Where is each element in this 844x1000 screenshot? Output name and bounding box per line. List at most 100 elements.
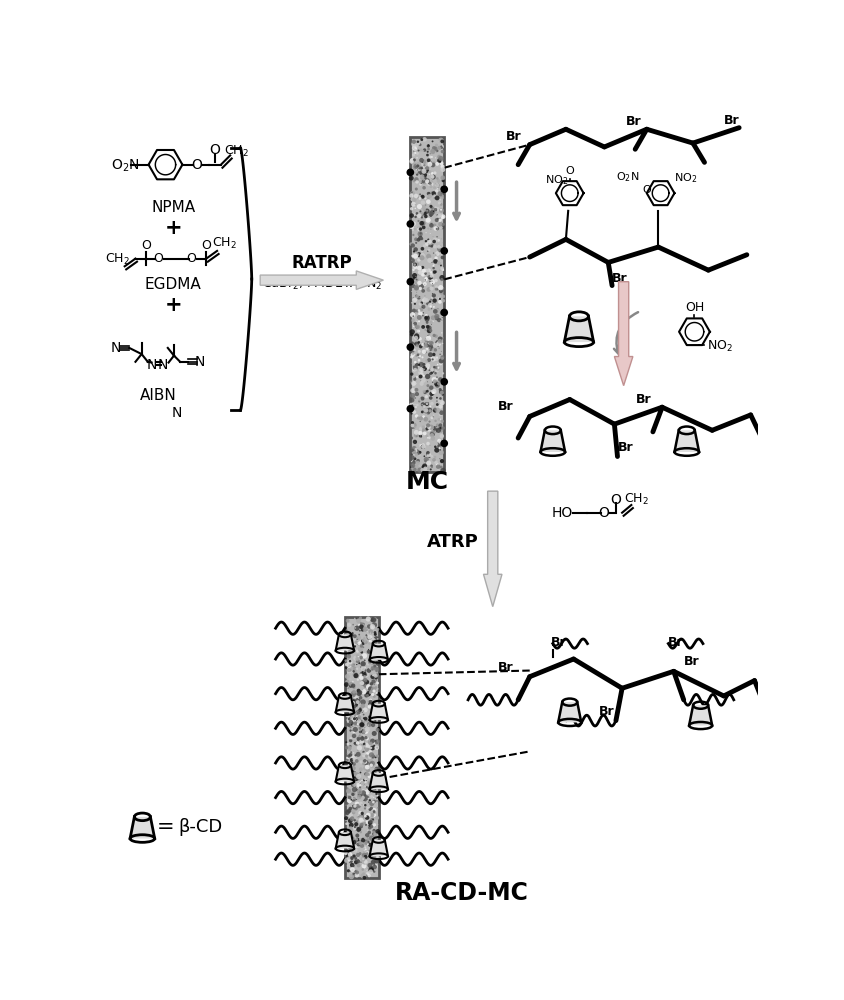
Circle shape	[360, 738, 362, 740]
Circle shape	[410, 353, 414, 357]
Circle shape	[373, 636, 378, 641]
Circle shape	[364, 640, 367, 644]
Circle shape	[409, 258, 414, 263]
Circle shape	[354, 770, 355, 772]
Circle shape	[360, 680, 365, 686]
Circle shape	[416, 252, 421, 257]
Circle shape	[372, 689, 375, 693]
Circle shape	[428, 344, 433, 349]
Circle shape	[426, 437, 428, 439]
Circle shape	[358, 839, 360, 841]
Text: CH$_2$: CH$_2$	[105, 252, 129, 267]
Circle shape	[414, 342, 419, 346]
Circle shape	[353, 717, 355, 720]
Circle shape	[420, 167, 422, 169]
Circle shape	[421, 289, 425, 293]
Circle shape	[362, 822, 364, 824]
Circle shape	[353, 838, 354, 839]
Circle shape	[346, 668, 351, 672]
Polygon shape	[260, 271, 383, 289]
Circle shape	[412, 450, 416, 454]
Circle shape	[349, 640, 353, 644]
Text: OH: OH	[684, 301, 703, 314]
Circle shape	[434, 288, 437, 291]
Circle shape	[413, 247, 418, 252]
Text: NO$_2$: NO$_2$	[673, 172, 696, 185]
Circle shape	[348, 796, 351, 799]
Circle shape	[376, 807, 378, 809]
Circle shape	[373, 684, 374, 685]
Circle shape	[433, 197, 436, 199]
Circle shape	[369, 690, 373, 694]
Circle shape	[421, 307, 422, 308]
Circle shape	[406, 220, 414, 228]
Text: CH$_2$: CH$_2$	[624, 492, 648, 507]
Circle shape	[415, 152, 419, 155]
Circle shape	[362, 663, 364, 665]
Circle shape	[412, 410, 416, 414]
Circle shape	[345, 853, 350, 858]
Circle shape	[439, 291, 443, 295]
Circle shape	[364, 804, 366, 806]
Circle shape	[348, 852, 352, 857]
Circle shape	[417, 165, 422, 169]
Circle shape	[440, 140, 444, 143]
Circle shape	[362, 790, 364, 791]
Circle shape	[375, 771, 379, 775]
Circle shape	[370, 719, 375, 724]
Circle shape	[349, 641, 351, 643]
Circle shape	[372, 800, 376, 803]
Circle shape	[429, 205, 432, 208]
Circle shape	[430, 279, 435, 284]
Circle shape	[435, 285, 438, 288]
Polygon shape	[335, 634, 354, 651]
Circle shape	[440, 214, 445, 219]
Circle shape	[349, 863, 353, 867]
Circle shape	[349, 758, 353, 762]
Circle shape	[425, 210, 428, 212]
Circle shape	[347, 746, 351, 750]
Circle shape	[439, 161, 441, 163]
Circle shape	[410, 408, 414, 412]
Circle shape	[362, 743, 365, 745]
Circle shape	[413, 368, 417, 371]
Circle shape	[421, 429, 425, 433]
Circle shape	[367, 757, 372, 762]
Circle shape	[366, 830, 368, 831]
Circle shape	[412, 273, 417, 278]
Circle shape	[346, 640, 349, 643]
Circle shape	[435, 144, 437, 147]
Circle shape	[420, 253, 425, 257]
Circle shape	[360, 656, 363, 659]
Circle shape	[344, 632, 348, 636]
Circle shape	[373, 665, 376, 668]
Circle shape	[367, 781, 372, 785]
Circle shape	[436, 367, 440, 371]
Circle shape	[431, 353, 435, 356]
Circle shape	[426, 151, 428, 153]
Circle shape	[352, 817, 354, 819]
Circle shape	[353, 752, 354, 754]
Circle shape	[413, 378, 416, 381]
Circle shape	[345, 713, 350, 718]
Circle shape	[351, 793, 354, 796]
Circle shape	[370, 637, 371, 639]
Circle shape	[345, 759, 348, 762]
Circle shape	[416, 321, 417, 322]
Circle shape	[365, 634, 368, 636]
Circle shape	[439, 354, 441, 355]
Circle shape	[414, 188, 417, 191]
Circle shape	[371, 702, 372, 704]
Circle shape	[420, 368, 422, 370]
Circle shape	[346, 779, 351, 784]
Circle shape	[345, 680, 349, 684]
Circle shape	[365, 871, 370, 875]
Circle shape	[429, 286, 433, 291]
Circle shape	[419, 253, 425, 258]
Circle shape	[426, 197, 429, 199]
Circle shape	[420, 445, 425, 449]
Circle shape	[354, 699, 358, 702]
Circle shape	[351, 766, 355, 770]
Circle shape	[442, 310, 443, 311]
Circle shape	[436, 341, 441, 346]
